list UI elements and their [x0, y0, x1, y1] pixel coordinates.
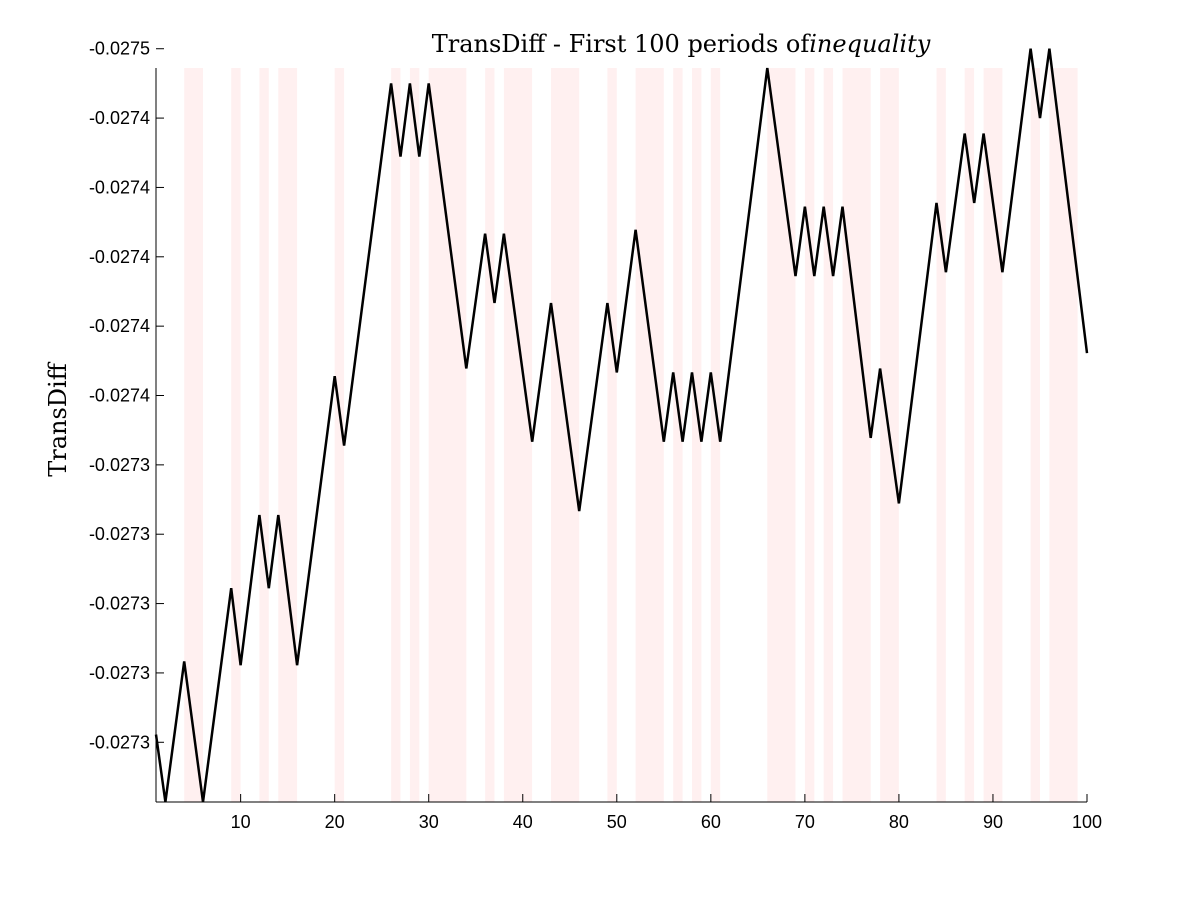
- shaded-band: [334, 68, 345, 802]
- axes: [155, 48, 1088, 803]
- shaded-band: [391, 68, 401, 802]
- shaded-band: [1030, 68, 1040, 802]
- shaded-band: [259, 68, 269, 802]
- shaded-band: [231, 68, 241, 802]
- tick-labels: -0.0273 -0.0273 -0.0273 -0.0273 -0.0273 -0.02…: [89, 39, 1102, 832]
- y-tick-label: -0.0274: [89, 247, 150, 267]
- shaded-band: [767, 68, 796, 802]
- x-tick-label: 40: [513, 812, 533, 832]
- y-tick-label: -0.0273: [89, 594, 150, 614]
- y-tick-label: -0.0274: [89, 177, 150, 197]
- shaded-band: [692, 68, 702, 802]
- x-tick-label: 10: [231, 812, 251, 832]
- chart-title-main: TransDiff - First 100 periods of: [432, 30, 812, 58]
- x-tick-label: 20: [325, 812, 345, 832]
- y-tick-label: -0.0274: [89, 108, 150, 128]
- shaded-band: [964, 68, 975, 802]
- shaded-band: [635, 68, 664, 802]
- shaded-band: [278, 68, 298, 802]
- y-tick-label: -0.0273: [89, 455, 150, 475]
- shaded-band: [551, 68, 580, 802]
- shaded-band: [409, 68, 420, 802]
- shaded-band: [503, 68, 533, 802]
- y-tick-label: -0.0273: [89, 524, 150, 544]
- y-axis-label: TransDiff: [44, 361, 72, 476]
- shaded-periods: [184, 68, 1078, 802]
- shaded-band: [485, 68, 495, 802]
- x-tick-label: 30: [419, 812, 439, 832]
- y-tick-label: -0.0274: [89, 386, 150, 406]
- shaded-band: [936, 68, 946, 802]
- shaded-band: [1049, 68, 1078, 802]
- y-tick-label: -0.0273: [89, 663, 150, 683]
- shaded-band: [823, 68, 834, 802]
- x-tick-label: 60: [701, 812, 721, 832]
- shaded-band: [184, 68, 203, 802]
- x-tick-label: 50: [607, 812, 627, 832]
- y-tick-label: -0.0273: [89, 732, 150, 752]
- chart-title-italic: inequality: [809, 30, 930, 58]
- series-line: [154, 48, 1089, 803]
- x-tick-label: 80: [889, 812, 909, 832]
- y-tick-label: -0.0274: [89, 316, 150, 336]
- x-tick-label: 90: [983, 812, 1003, 832]
- shaded-band: [607, 68, 617, 802]
- x-tick-label: 100: [1072, 812, 1102, 832]
- shaded-band: [842, 68, 871, 802]
- chart-title: TransDiff - First 100 periods ofinequali…: [432, 30, 931, 58]
- shaded-band: [710, 68, 721, 802]
- shaded-band: [673, 68, 683, 802]
- y-tick-label: -0.0275: [89, 39, 150, 59]
- shaded-band: [428, 68, 467, 802]
- x-tick-label: 70: [795, 812, 815, 832]
- series-layer: [154, 48, 1089, 803]
- shaded-band: [804, 68, 815, 802]
- shaded-band: [983, 68, 1003, 802]
